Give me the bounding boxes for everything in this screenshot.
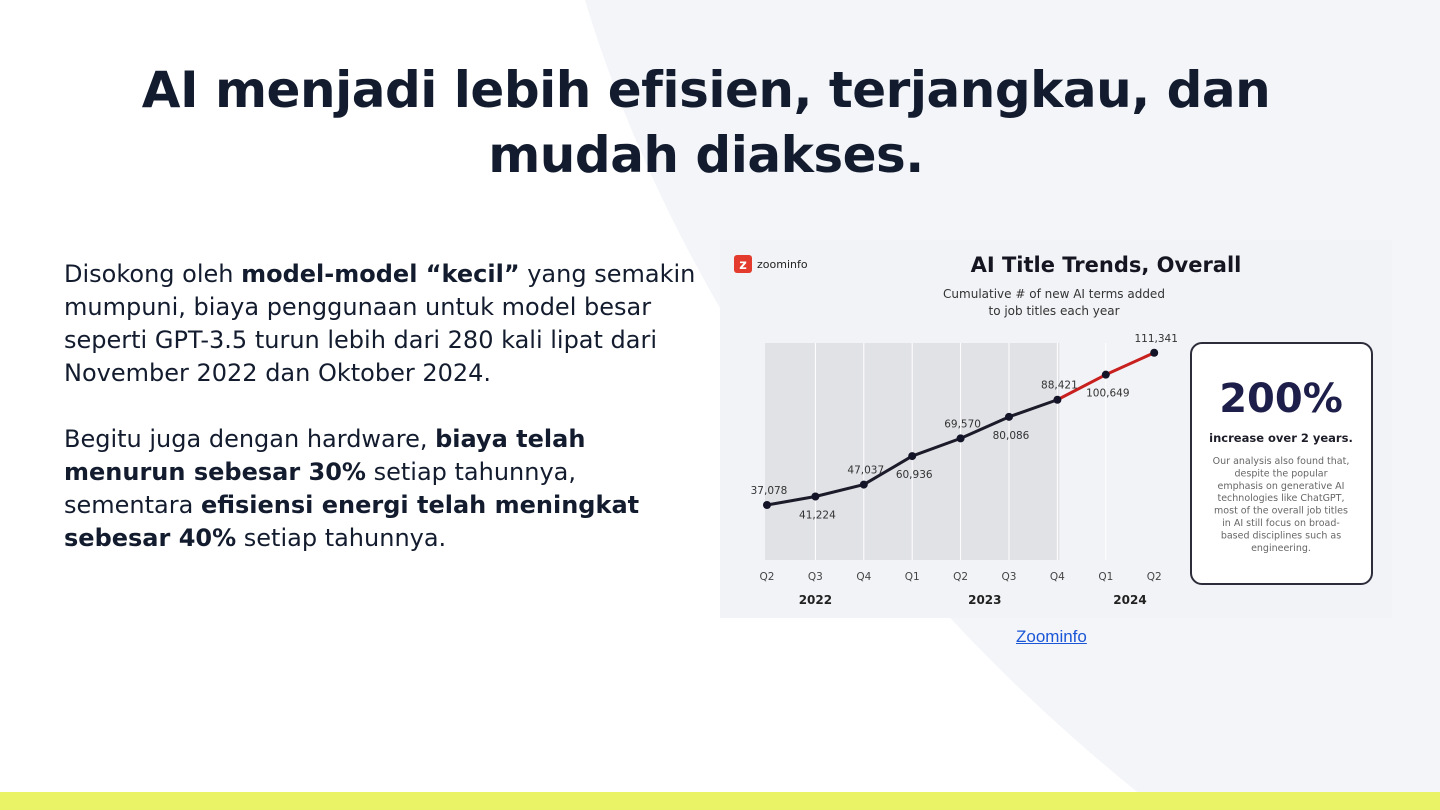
bold-run: model-model “kecil” (241, 260, 520, 288)
x-tick-label: Q4 (1050, 571, 1065, 583)
data-point (1053, 395, 1062, 404)
callout-big-number: 200% (1219, 376, 1343, 422)
chart-image: z zoominfo AI Title Trends, Overall Cumu… (720, 240, 1392, 618)
text-run: yang semakin mumpuni, biaya penggunaan u… (64, 260, 696, 387)
x-tick-label: Q3 (808, 571, 823, 583)
year-label: 2022 (799, 593, 832, 607)
callout-description-line: based disciplines such as (1221, 530, 1341, 541)
callout-description-line: Our analysis also found that, (1213, 456, 1350, 467)
data-point (1150, 348, 1159, 357)
year-label: 2024 (1113, 593, 1146, 607)
data-point (763, 500, 771, 509)
source-link-zoominfo[interactable]: Zoominfo (1016, 627, 1087, 646)
x-tick-label: Q3 (1002, 571, 1017, 583)
text-run: setiap tahunnya, sementara (64, 458, 577, 519)
callout-description-line: in AI still focus on broad- (1222, 518, 1340, 529)
bold-run: efisiensi energi telah meningkat sebesar… (64, 491, 640, 552)
accent-bar (0, 792, 1440, 810)
ai-title-trends-chart: z zoominfo AI Title Trends, Overall Cumu… (734, 253, 1373, 607)
x-tick-label: Q1 (905, 571, 920, 583)
data-label: 37,078 (751, 485, 788, 497)
callout-box: 200% increase over 2 years. Our analysis… (1190, 342, 1373, 585)
data-label: 60,936 (896, 469, 933, 481)
callout-description-line: technologies like ChatGPT, (1217, 493, 1344, 504)
logo-mark (734, 255, 752, 273)
x-tick-label: Q4 (856, 571, 871, 583)
data-point (859, 480, 868, 489)
data-label: 80,086 (993, 430, 1030, 442)
x-tick-label: Q2 (760, 571, 775, 583)
chart-subtitle-line-2: to job titles each year (988, 304, 1119, 318)
bold-run: biaya telah menurun sebesar 30% (64, 425, 586, 486)
chart-title: AI Title Trends, Overall (971, 253, 1242, 277)
paragraph-hardware: Begitu juga dengan hardware, biaya telah… (64, 423, 704, 555)
callout-description-line: most of the overall job titles (1214, 506, 1348, 517)
data-label: 47,037 (847, 465, 884, 477)
callout-description-line: engineering. (1251, 543, 1311, 554)
data-point (956, 434, 965, 443)
zoominfo-logo: z zoominfo (734, 255, 808, 273)
callout-headline: increase over 2 years. (1209, 431, 1353, 445)
x-tick-label: Q2 (953, 571, 968, 583)
logo-mark-letter: z (739, 258, 747, 273)
callout-frame (1190, 342, 1373, 585)
data-label: 111,341 (1134, 333, 1177, 345)
data-point (811, 492, 820, 501)
data-label: 88,421 (1041, 380, 1078, 392)
chart-subtitle-line-1: Cumulative # of new AI terms added (943, 287, 1165, 301)
data-point (1005, 412, 1013, 421)
x-tick-label: Q2 (1147, 571, 1162, 583)
year-label: 2023 (968, 593, 1001, 607)
data-label: 69,570 (944, 418, 981, 430)
body-text: Disokong oleh model-model “kecil” yang s… (64, 258, 704, 588)
paragraph-model-cost: Disokong oleh model-model “kecil” yang s… (64, 258, 704, 390)
data-label: 41,224 (799, 509, 836, 521)
x-tick-label: Q1 (1098, 571, 1113, 583)
text-run: Begitu juga dengan hardware, (64, 425, 436, 453)
data-point (908, 452, 917, 461)
page-title: AI menjadi lebih efisien, terjangkau, da… (141, 61, 1271, 184)
data-point (1101, 370, 1110, 379)
data-label: 100,649 (1086, 388, 1129, 400)
text-run: setiap tahunnya. (236, 524, 447, 552)
callout-description-line: emphasis on generative AI (1217, 481, 1344, 492)
callout-description-line: despite the popular (1235, 468, 1328, 479)
text-run: Disokong oleh (64, 260, 242, 288)
logo-text: zoominfo (757, 258, 808, 271)
